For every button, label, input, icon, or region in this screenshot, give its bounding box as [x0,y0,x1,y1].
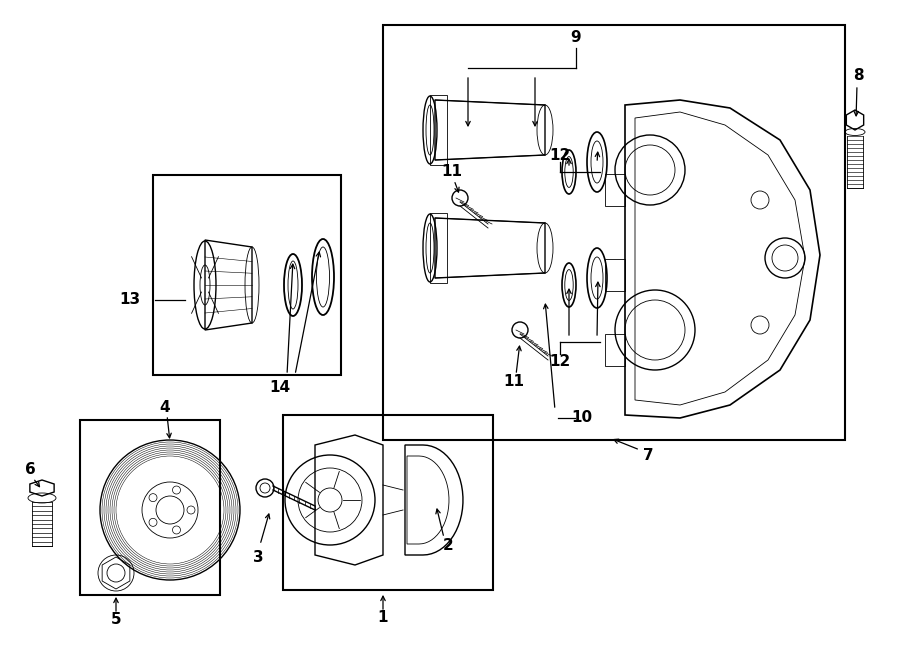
Text: 1: 1 [378,611,388,625]
Text: 9: 9 [571,30,581,46]
Bar [80,420,220,595]
Text: 12: 12 [549,147,571,163]
Text: 4: 4 [159,401,170,416]
Text: 11: 11 [503,375,525,389]
Text: 12: 12 [549,354,571,369]
Bar [283,415,493,590]
Bar [153,175,341,375]
Bar [383,25,845,440]
Text: 13: 13 [120,293,140,307]
Text: 10: 10 [572,410,592,426]
Text: 7: 7 [643,447,653,463]
Text: 5: 5 [111,613,122,627]
Text: 11: 11 [442,165,463,180]
Text: 3: 3 [253,549,264,564]
Text: 2: 2 [443,537,454,553]
Text: 14: 14 [269,381,291,395]
Text: 6: 6 [24,463,35,477]
Text: 8: 8 [852,67,863,83]
